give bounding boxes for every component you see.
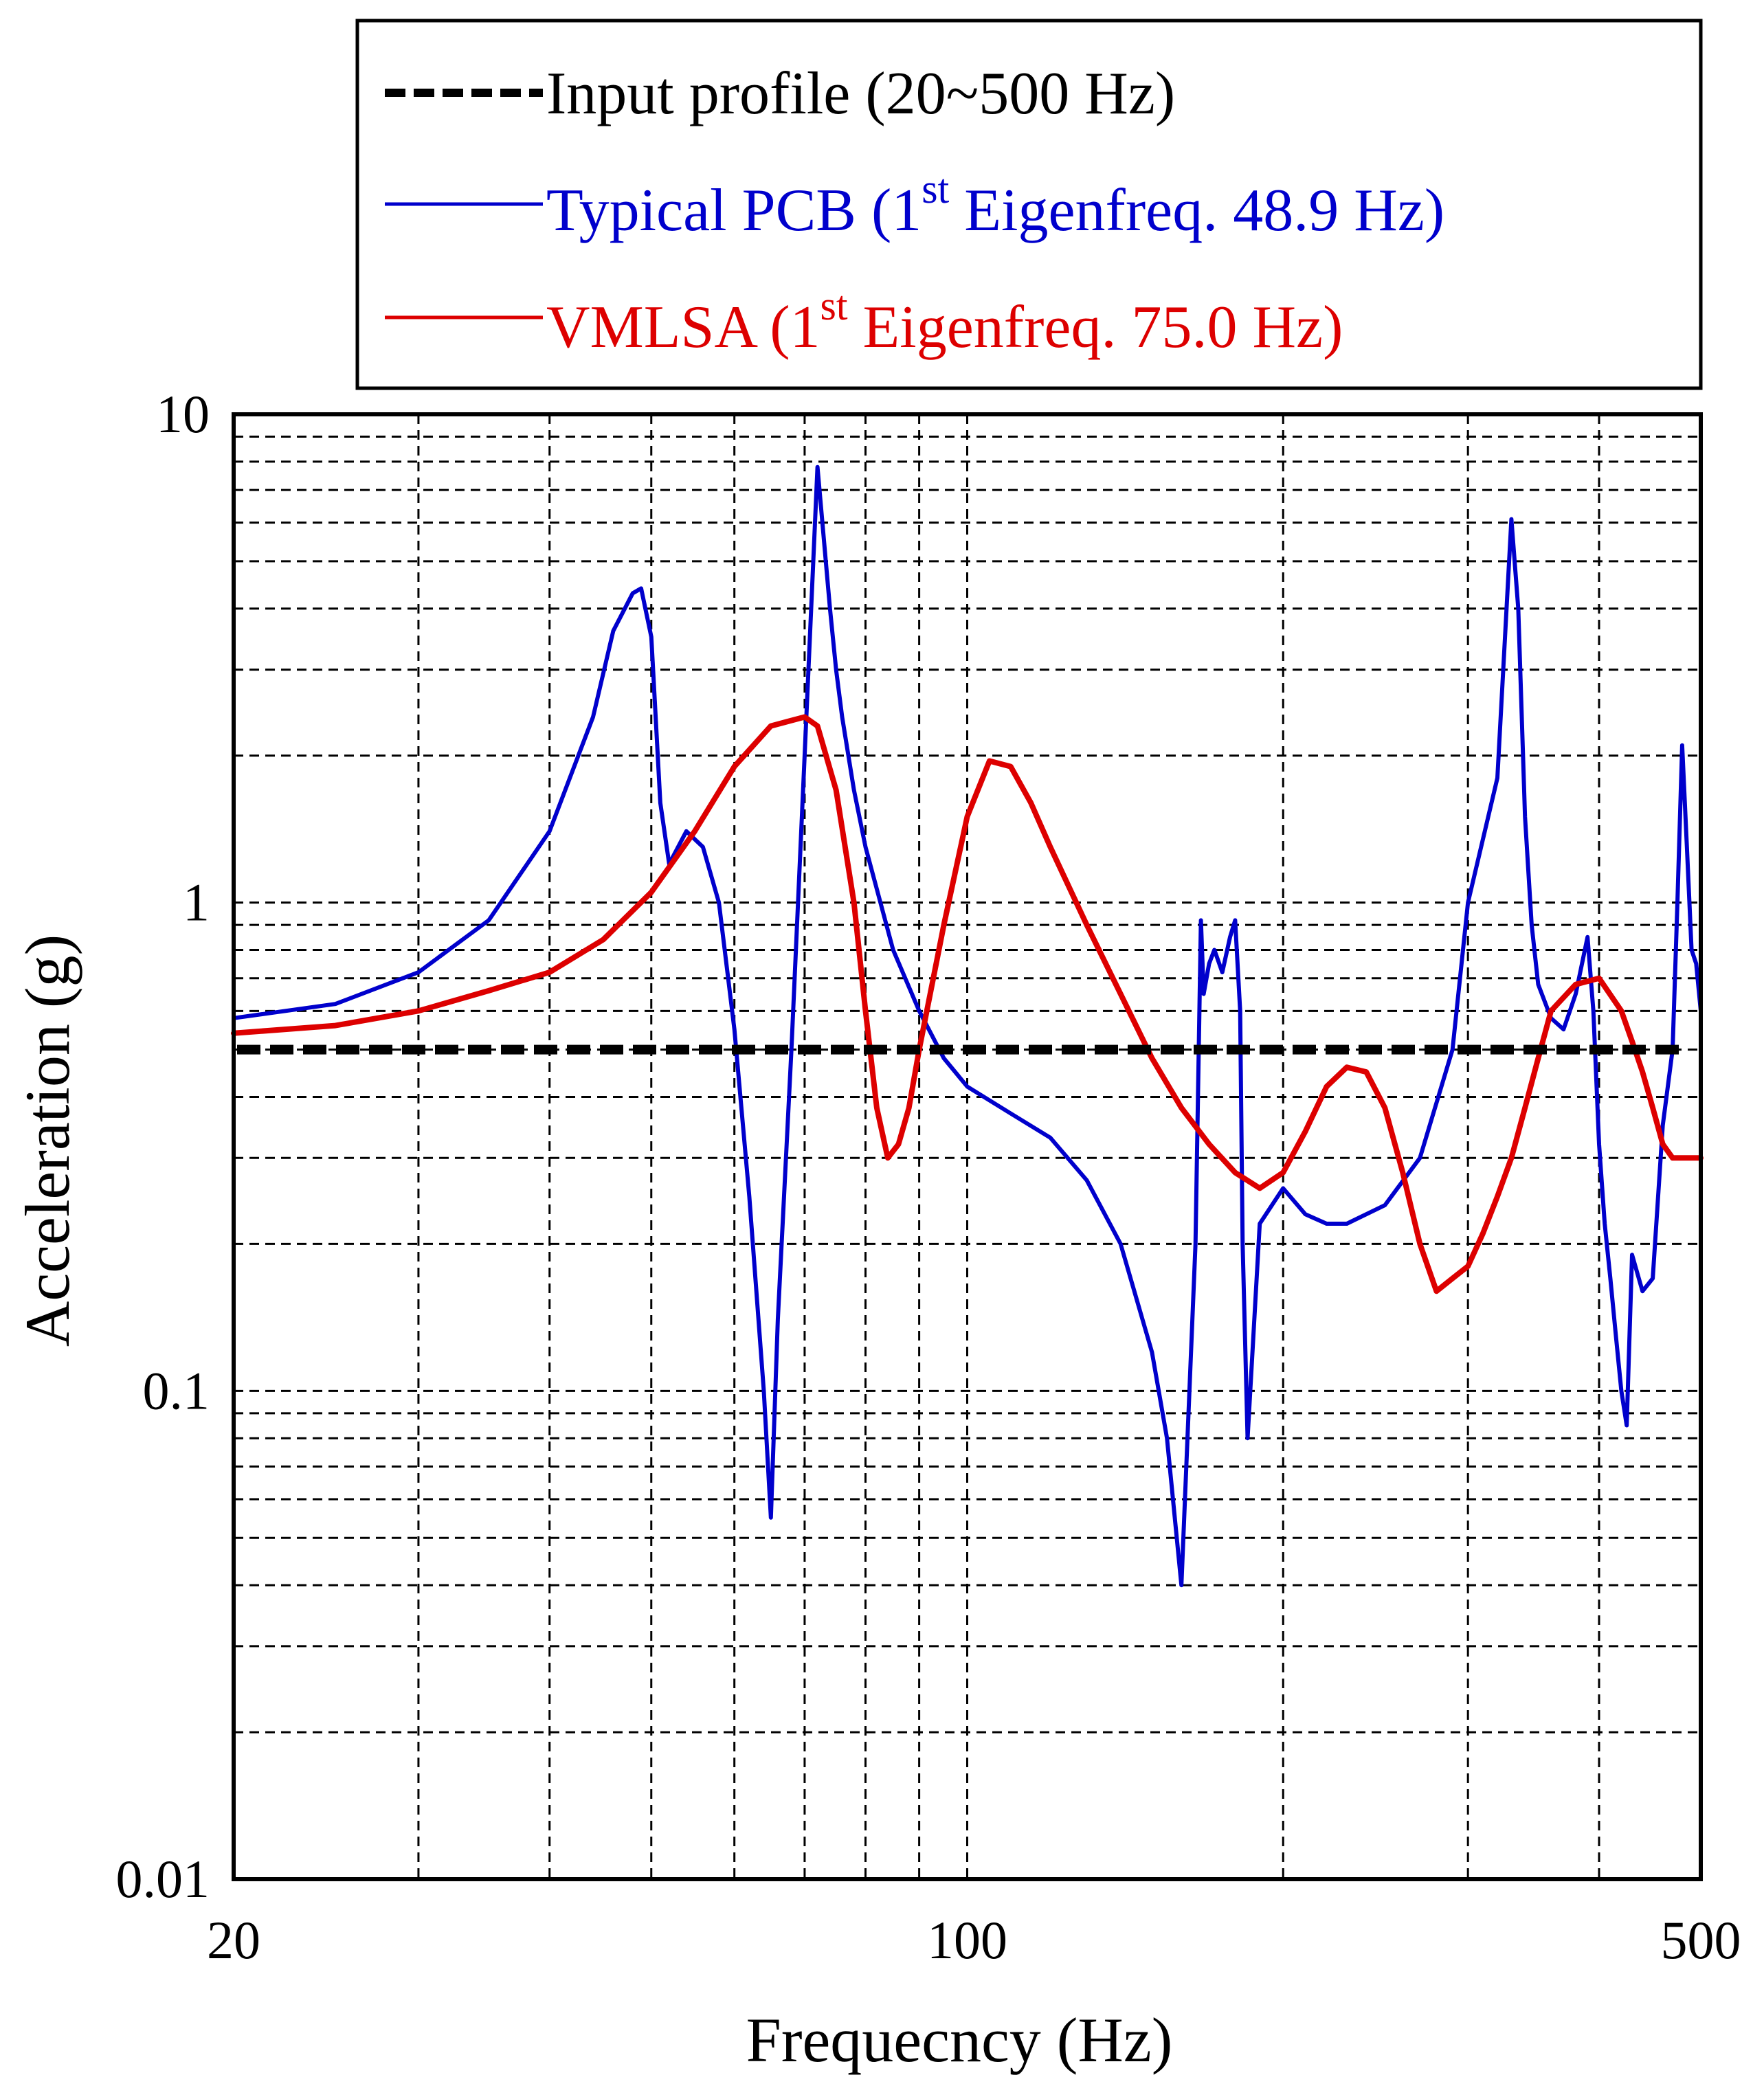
- legend-label-input-profile: Input profile (20~500 Hz): [546, 60, 1175, 127]
- y-axis-title: Acceleration (g): [12, 934, 82, 1347]
- legend-label-vmlsa-main: VMLSA (1: [546, 294, 820, 361]
- series-line-typical-pcb: [232, 464, 1703, 1588]
- legend-label-typical-pcb-main: Typical PCB (1: [546, 177, 922, 244]
- legend-label-typical-pcb-sup: st: [922, 166, 949, 212]
- legend: Input profile (20~500 Hz) Typical PCB (1…: [355, 19, 1703, 390]
- legend-label-vmlsa: VMLSA (1st Eigenfreq. 75.0 Hz): [546, 283, 1343, 361]
- series-line-vmlsa: [231, 714, 1704, 1294]
- y-tick-label: 0.01: [116, 1849, 210, 1909]
- y-tick-label: 10: [156, 384, 210, 444]
- x-axis-title: Frequecncy (Hz): [746, 2005, 1173, 2075]
- series-layer: [231, 464, 1704, 1588]
- legend-label-vmlsa-sup: st: [820, 283, 848, 328]
- legend-box: [355, 19, 1703, 390]
- legend-label-typical-pcb: Typical PCB (1st Eigenfreq. 48.9 Hz): [546, 166, 1444, 244]
- y-tick-label: 1: [183, 873, 210, 932]
- x-tick-label: 500: [1661, 1910, 1741, 1970]
- tick-labels: 0.01 0.1 1 10 20 100 500: [116, 384, 1741, 1970]
- plot-frame: [232, 412, 1703, 1881]
- legend-label-typical-pcb-tail: Eigenfreq. 48.9 Hz): [949, 177, 1444, 244]
- legend-label-vmlsa-tail: Eigenfreq. 75.0 Hz): [848, 294, 1343, 361]
- x-tick-label: 100: [927, 1910, 1007, 1970]
- y-tick-label: 0.1: [143, 1360, 210, 1420]
- x-tick-label: 20: [207, 1910, 260, 1970]
